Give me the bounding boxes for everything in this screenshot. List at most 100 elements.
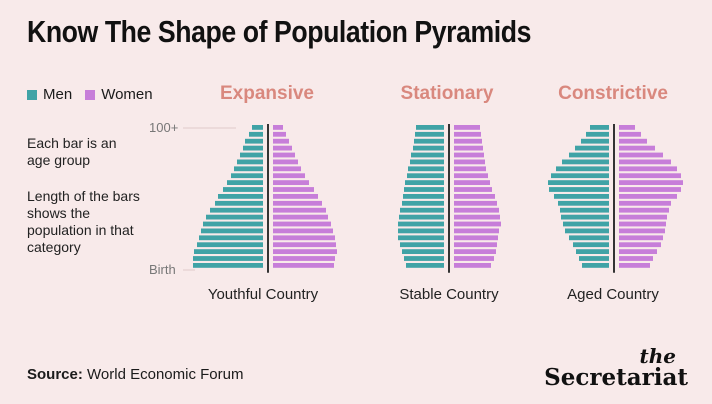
men-bar [576, 249, 609, 254]
men-bar [199, 235, 263, 241]
legend-label-men: Men [43, 86, 73, 103]
men-bar [565, 228, 609, 234]
men-bar [586, 131, 609, 137]
men-bar [561, 214, 609, 220]
men-bar [416, 125, 444, 130]
men-bar [399, 214, 444, 220]
women-bar [273, 207, 326, 213]
women-bar [273, 200, 322, 206]
men-bar [404, 256, 444, 261]
women-bar [619, 200, 671, 206]
pyramid-caption-stable: Stable Country [399, 286, 499, 303]
women-bar [273, 187, 314, 192]
women-bar [619, 131, 641, 137]
men-bar [398, 221, 444, 227]
men-bar [407, 173, 444, 179]
legend: Men Women [27, 86, 166, 103]
women-bar [619, 256, 653, 261]
men-bar [234, 166, 263, 172]
men-bar [215, 200, 263, 206]
source-label: Source: [27, 366, 83, 383]
men-bar [203, 221, 263, 227]
women-bar [273, 194, 318, 199]
women-bar [273, 256, 335, 261]
men-bar [579, 256, 609, 261]
men-bar [402, 200, 444, 206]
women-bar [273, 125, 283, 130]
women-bar [619, 180, 683, 185]
women-bar [454, 173, 488, 179]
women-bar [619, 138, 647, 144]
women-bar [454, 221, 501, 227]
men-bar [406, 263, 444, 268]
women-bar [619, 249, 657, 254]
pyramid-title-stationary: Stationary [400, 83, 494, 104]
men-bar [237, 159, 263, 165]
men-bar [400, 207, 444, 213]
pyramid-caption-youthful: Youthful Country [207, 286, 319, 303]
source-line: Source: World Economic Forum [27, 366, 243, 383]
men-bar [573, 242, 609, 248]
brand-the: the [639, 344, 676, 368]
legend-item-women: Women [85, 86, 153, 103]
men-bar [404, 187, 444, 192]
women-bar [454, 187, 492, 192]
axis-top-label: 100+ [149, 120, 179, 135]
pyramid-title-constrictive: Constrictive [558, 83, 668, 104]
men-bar [554, 194, 609, 199]
men-bar [405, 180, 444, 185]
men-bar [240, 152, 263, 158]
women-bar [454, 145, 483, 151]
men-bar [194, 249, 263, 254]
men-bar [411, 152, 444, 158]
men-bar [218, 194, 263, 199]
women-bar [454, 152, 484, 158]
women-bar [619, 228, 665, 234]
men-bar [201, 228, 263, 234]
men-bar [408, 166, 444, 172]
legend-label-women: Women [101, 86, 153, 103]
men-bar [569, 152, 609, 158]
brand-logo: the Secretariat [544, 346, 688, 390]
women-bar [273, 180, 309, 185]
women-bar [454, 249, 496, 254]
pyramid-caption-aged: Aged Country [567, 286, 659, 303]
women-bar [454, 200, 497, 206]
source-text: World Economic Forum [87, 366, 244, 383]
women-bar [273, 221, 331, 227]
women-bar [454, 235, 498, 241]
women-bar [619, 214, 667, 220]
women-bar [619, 187, 681, 192]
men-bar [556, 166, 609, 172]
men-swatch [27, 89, 37, 100]
men-bar [223, 187, 263, 192]
women-bar [619, 125, 635, 130]
legend-item-men: Men [27, 86, 72, 103]
brand-name: Secretariat [544, 364, 688, 391]
men-bar [548, 180, 609, 185]
women-bar [273, 145, 292, 151]
men-bar [590, 125, 609, 130]
women-bar [619, 207, 669, 213]
women-bar [619, 166, 677, 172]
women-bar [619, 159, 671, 165]
men-bar [252, 125, 263, 130]
women-bar [454, 207, 499, 213]
women-bar [454, 159, 485, 165]
men-bar [414, 138, 444, 144]
men-bar [582, 263, 609, 268]
note-length-meaning: Length of the bars shows the population … [27, 188, 140, 255]
men-bar [581, 138, 609, 144]
women-bar [454, 263, 491, 268]
women-bar [273, 173, 305, 179]
women-bar [454, 125, 480, 130]
women-bar [273, 159, 298, 165]
men-bar [563, 221, 609, 227]
women-swatch [85, 89, 96, 100]
men-bar [410, 159, 444, 165]
women-bar [454, 214, 500, 220]
women-bar [619, 242, 661, 248]
women-bar [454, 256, 494, 261]
women-bar [619, 263, 650, 268]
